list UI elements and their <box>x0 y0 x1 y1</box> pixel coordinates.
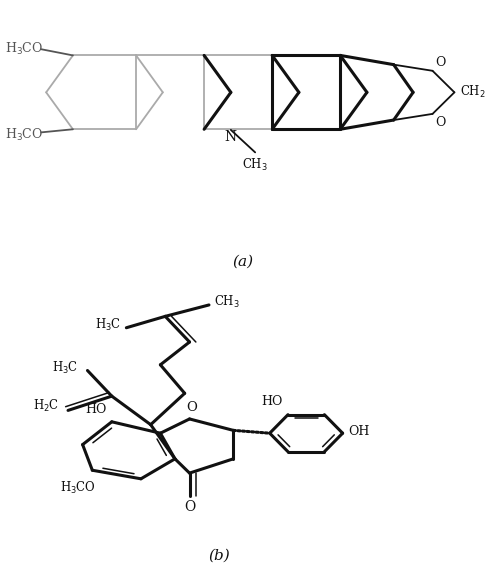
Text: O: O <box>435 56 445 68</box>
Text: OH: OH <box>348 425 370 438</box>
Text: N: N <box>225 130 237 144</box>
Text: O: O <box>187 401 197 414</box>
Text: H$_3$CO: H$_3$CO <box>60 480 96 496</box>
Text: O: O <box>184 500 195 514</box>
Text: H$_2$C: H$_2$C <box>33 398 59 414</box>
Text: H$_3$CO: H$_3$CO <box>5 41 43 58</box>
Text: O: O <box>435 116 445 129</box>
Text: HO: HO <box>86 403 107 416</box>
Text: H$_3$CO: H$_3$CO <box>5 127 43 144</box>
Text: H$_3$C: H$_3$C <box>95 317 122 333</box>
Text: CH$_3$: CH$_3$ <box>242 157 268 173</box>
Text: H$_3$C: H$_3$C <box>52 360 78 376</box>
Text: CH$_2$: CH$_2$ <box>460 84 486 100</box>
Text: (b): (b) <box>208 549 229 563</box>
Text: (a): (a) <box>232 255 254 268</box>
Text: HO: HO <box>262 396 283 409</box>
Text: CH$_3$: CH$_3$ <box>214 294 240 310</box>
